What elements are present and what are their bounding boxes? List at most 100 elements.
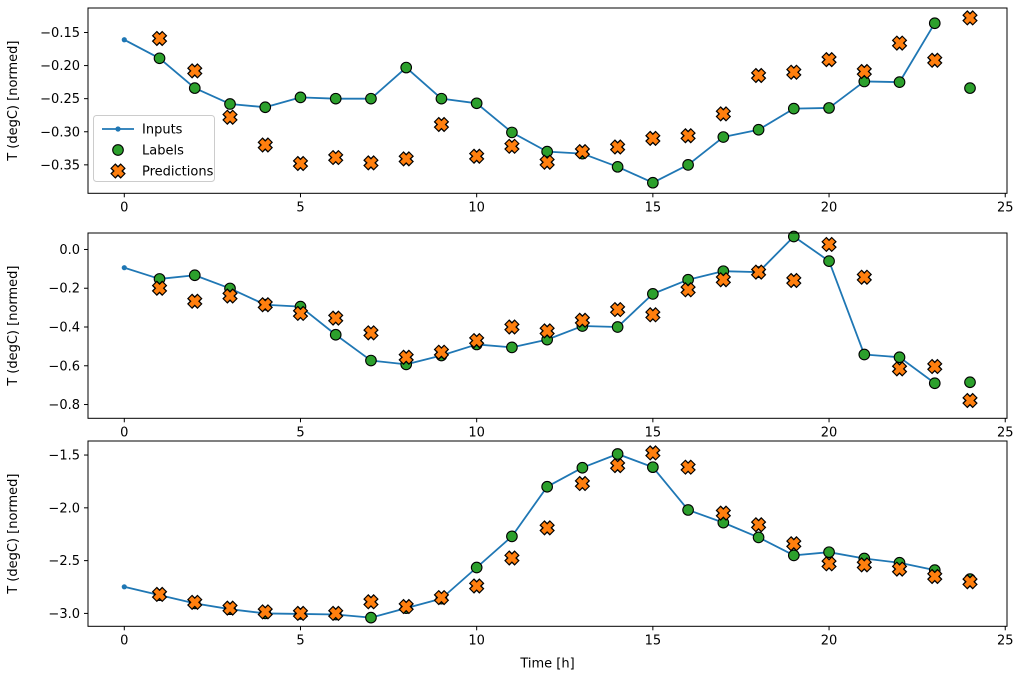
prediction-x-marker: [574, 143, 591, 160]
prediction-x-marker: [645, 307, 661, 323]
label-circle-marker: [470, 97, 483, 110]
prediction-x-marker: [363, 325, 379, 341]
prediction-x-marker: [187, 293, 203, 309]
y-tick-label: −0.8: [48, 398, 80, 413]
x-tick-label: 0: [120, 200, 128, 215]
label-circle-marker: [647, 461, 659, 474]
label-circle-marker: [365, 611, 377, 624]
prediction-x-marker: [750, 516, 767, 533]
label-circle-marker: [928, 17, 941, 30]
prediction-x-marker: [398, 598, 414, 615]
prediction-x-marker: [962, 392, 978, 409]
prediction-x-marker: [680, 127, 696, 144]
x-tick-label: 5: [296, 633, 304, 648]
prediction-x-marker: [927, 568, 943, 585]
prediction-x-marker: [891, 35, 908, 51]
legend-circle-sample: [112, 144, 124, 156]
prediction-x-marker: [327, 605, 344, 622]
label-circle-marker: [188, 82, 201, 94]
x-tick-label: 0: [120, 633, 128, 648]
inputs-line: [121, 233, 938, 386]
prediction-x-marker: [292, 305, 309, 322]
prediction-x-marker: [609, 457, 626, 474]
prediction-x-marker: [750, 264, 767, 280]
label-circle-marker: [541, 480, 553, 493]
y-tick-label: −0.20: [40, 59, 80, 74]
label-circle-marker: [611, 321, 624, 333]
prediction-x-marker: [151, 30, 168, 47]
x-tick-label: 25: [997, 200, 1014, 215]
prediction-x-marker: [962, 10, 978, 26]
prediction-x-marker: [539, 323, 555, 339]
y-axis-ticks: −1.5 −2.0 −2.5 −3.0: [48, 449, 88, 622]
y-tick-label: −1.5: [48, 449, 80, 464]
prediction-x-marker: [574, 475, 591, 492]
x-axis-ticks: 0 5 10 15 20 25: [120, 626, 1014, 648]
legend-box: [93, 115, 215, 182]
legend-entry-label: Inputs: [142, 123, 183, 138]
y-tick-label: −0.6: [48, 359, 80, 374]
prediction-x-marker: [433, 344, 450, 360]
prediction-x-marker: [468, 578, 485, 594]
prediction-x-marker: [645, 445, 661, 461]
prediction-x-marker: [962, 573, 978, 590]
prediction-x-marker: [821, 51, 837, 68]
x-axis-ticks: 0 5 10 15 20 25: [120, 418, 1014, 440]
x-tick-label: 25: [997, 425, 1014, 440]
label-circle-marker: [611, 160, 624, 173]
prediction-x-marker: [110, 163, 126, 179]
x-tick-label: 10: [468, 633, 485, 648]
prediction-x-marker: [927, 358, 943, 375]
label-circle-marker: [506, 126, 518, 139]
x-tick-label: 20: [821, 633, 838, 648]
y-tick-label: −0.25: [40, 92, 80, 107]
prediction-x-marker: [786, 272, 802, 289]
y-tick-label: −0.30: [40, 125, 80, 140]
label-circle-marker: [400, 61, 413, 74]
prediction-x-marker: [151, 586, 168, 603]
prediction-x-marker: [327, 310, 344, 326]
inputs-line: [121, 451, 938, 621]
label-circle-marker: [576, 461, 589, 474]
label-circle-marker: [153, 52, 166, 65]
x-tick-label: 15: [645, 633, 662, 648]
prediction-x-marker: [257, 137, 273, 153]
label-circle-marker: [647, 288, 659, 300]
input-dot-marker: [121, 584, 127, 590]
label-circle-marker: [259, 101, 272, 114]
predictions-points: [151, 10, 978, 172]
prediction-x-marker: [539, 154, 555, 170]
y-axis-label: T (degC) [normed]: [6, 266, 21, 387]
prediction-x-marker: [680, 459, 696, 475]
label-circle-marker: [188, 269, 201, 282]
label-circle-marker: [682, 504, 694, 516]
x-tick-label: 0: [120, 425, 128, 440]
label-circle-marker: [893, 351, 906, 364]
subplot-3: −1.5 −2.0 −2.5 −3.0 0 5 10 15 20 25 T (degC) [norm…: [6, 440, 1014, 671]
input-dot-marker: [121, 37, 127, 43]
legend: Inputs Labels Predictions: [93, 115, 215, 182]
label-circle-marker: [506, 530, 518, 543]
labels-points: [153, 17, 976, 189]
label-circle-marker: [964, 82, 976, 94]
prediction-x-marker: [750, 67, 767, 84]
legend-dot-sample: [115, 126, 121, 132]
label-circle-marker: [435, 92, 448, 105]
y-tick-label: −2.5: [48, 554, 80, 569]
label-circle-marker: [717, 131, 730, 143]
prediction-x-marker: [574, 312, 591, 328]
prediction-x-marker: [222, 109, 238, 125]
prediction-x-marker: [398, 151, 414, 167]
prediction-x-marker: [257, 296, 273, 313]
prediction-x-marker: [468, 148, 485, 164]
label-circle-marker: [294, 91, 307, 104]
y-tick-label: −0.2: [48, 282, 80, 297]
label-circle-marker: [224, 98, 236, 110]
x-tick-label: 20: [821, 425, 838, 440]
input-dot-marker: [121, 265, 127, 271]
label-circle-marker: [365, 354, 377, 367]
y-axis-ticks: −0.15 −0.20 −0.25 −0.30 −0.35: [40, 26, 88, 173]
x-tick-label: 20: [821, 200, 838, 215]
